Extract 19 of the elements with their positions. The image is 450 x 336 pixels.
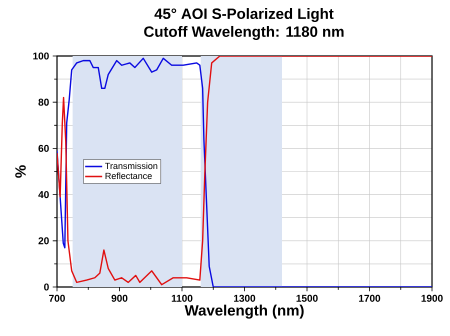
y-tick-label: 20	[38, 237, 49, 244]
y-tick-label: 60	[38, 144, 49, 152]
y-axis-title: %	[15, 165, 26, 178]
legend-label: Transmission	[105, 162, 158, 170]
chart-subtitle: Cutoff Wavelength: 1180 nm	[144, 26, 344, 40]
x-tick-label: 1100	[172, 294, 192, 302]
y-tick-label: 100	[33, 52, 49, 60]
y-tick-label: 40	[38, 191, 49, 198]
x-tick-label: 1900	[422, 294, 443, 302]
x-tick-label: 1700	[359, 294, 380, 302]
x-axis-title: Wavelength (nm)	[184, 304, 304, 319]
chart-title: 45° AOI S-Polarized Light	[154, 8, 334, 22]
x-tick-label: 700	[49, 294, 65, 302]
y-tick-label: 0	[44, 283, 49, 291]
x-tick-label: 1500	[296, 294, 318, 302]
y-tick-label: 80	[38, 98, 49, 106]
x-tick-label: 1300	[234, 294, 256, 302]
legend-label: Reflectance	[106, 172, 152, 180]
x-tick-label: 900	[112, 294, 128, 302]
